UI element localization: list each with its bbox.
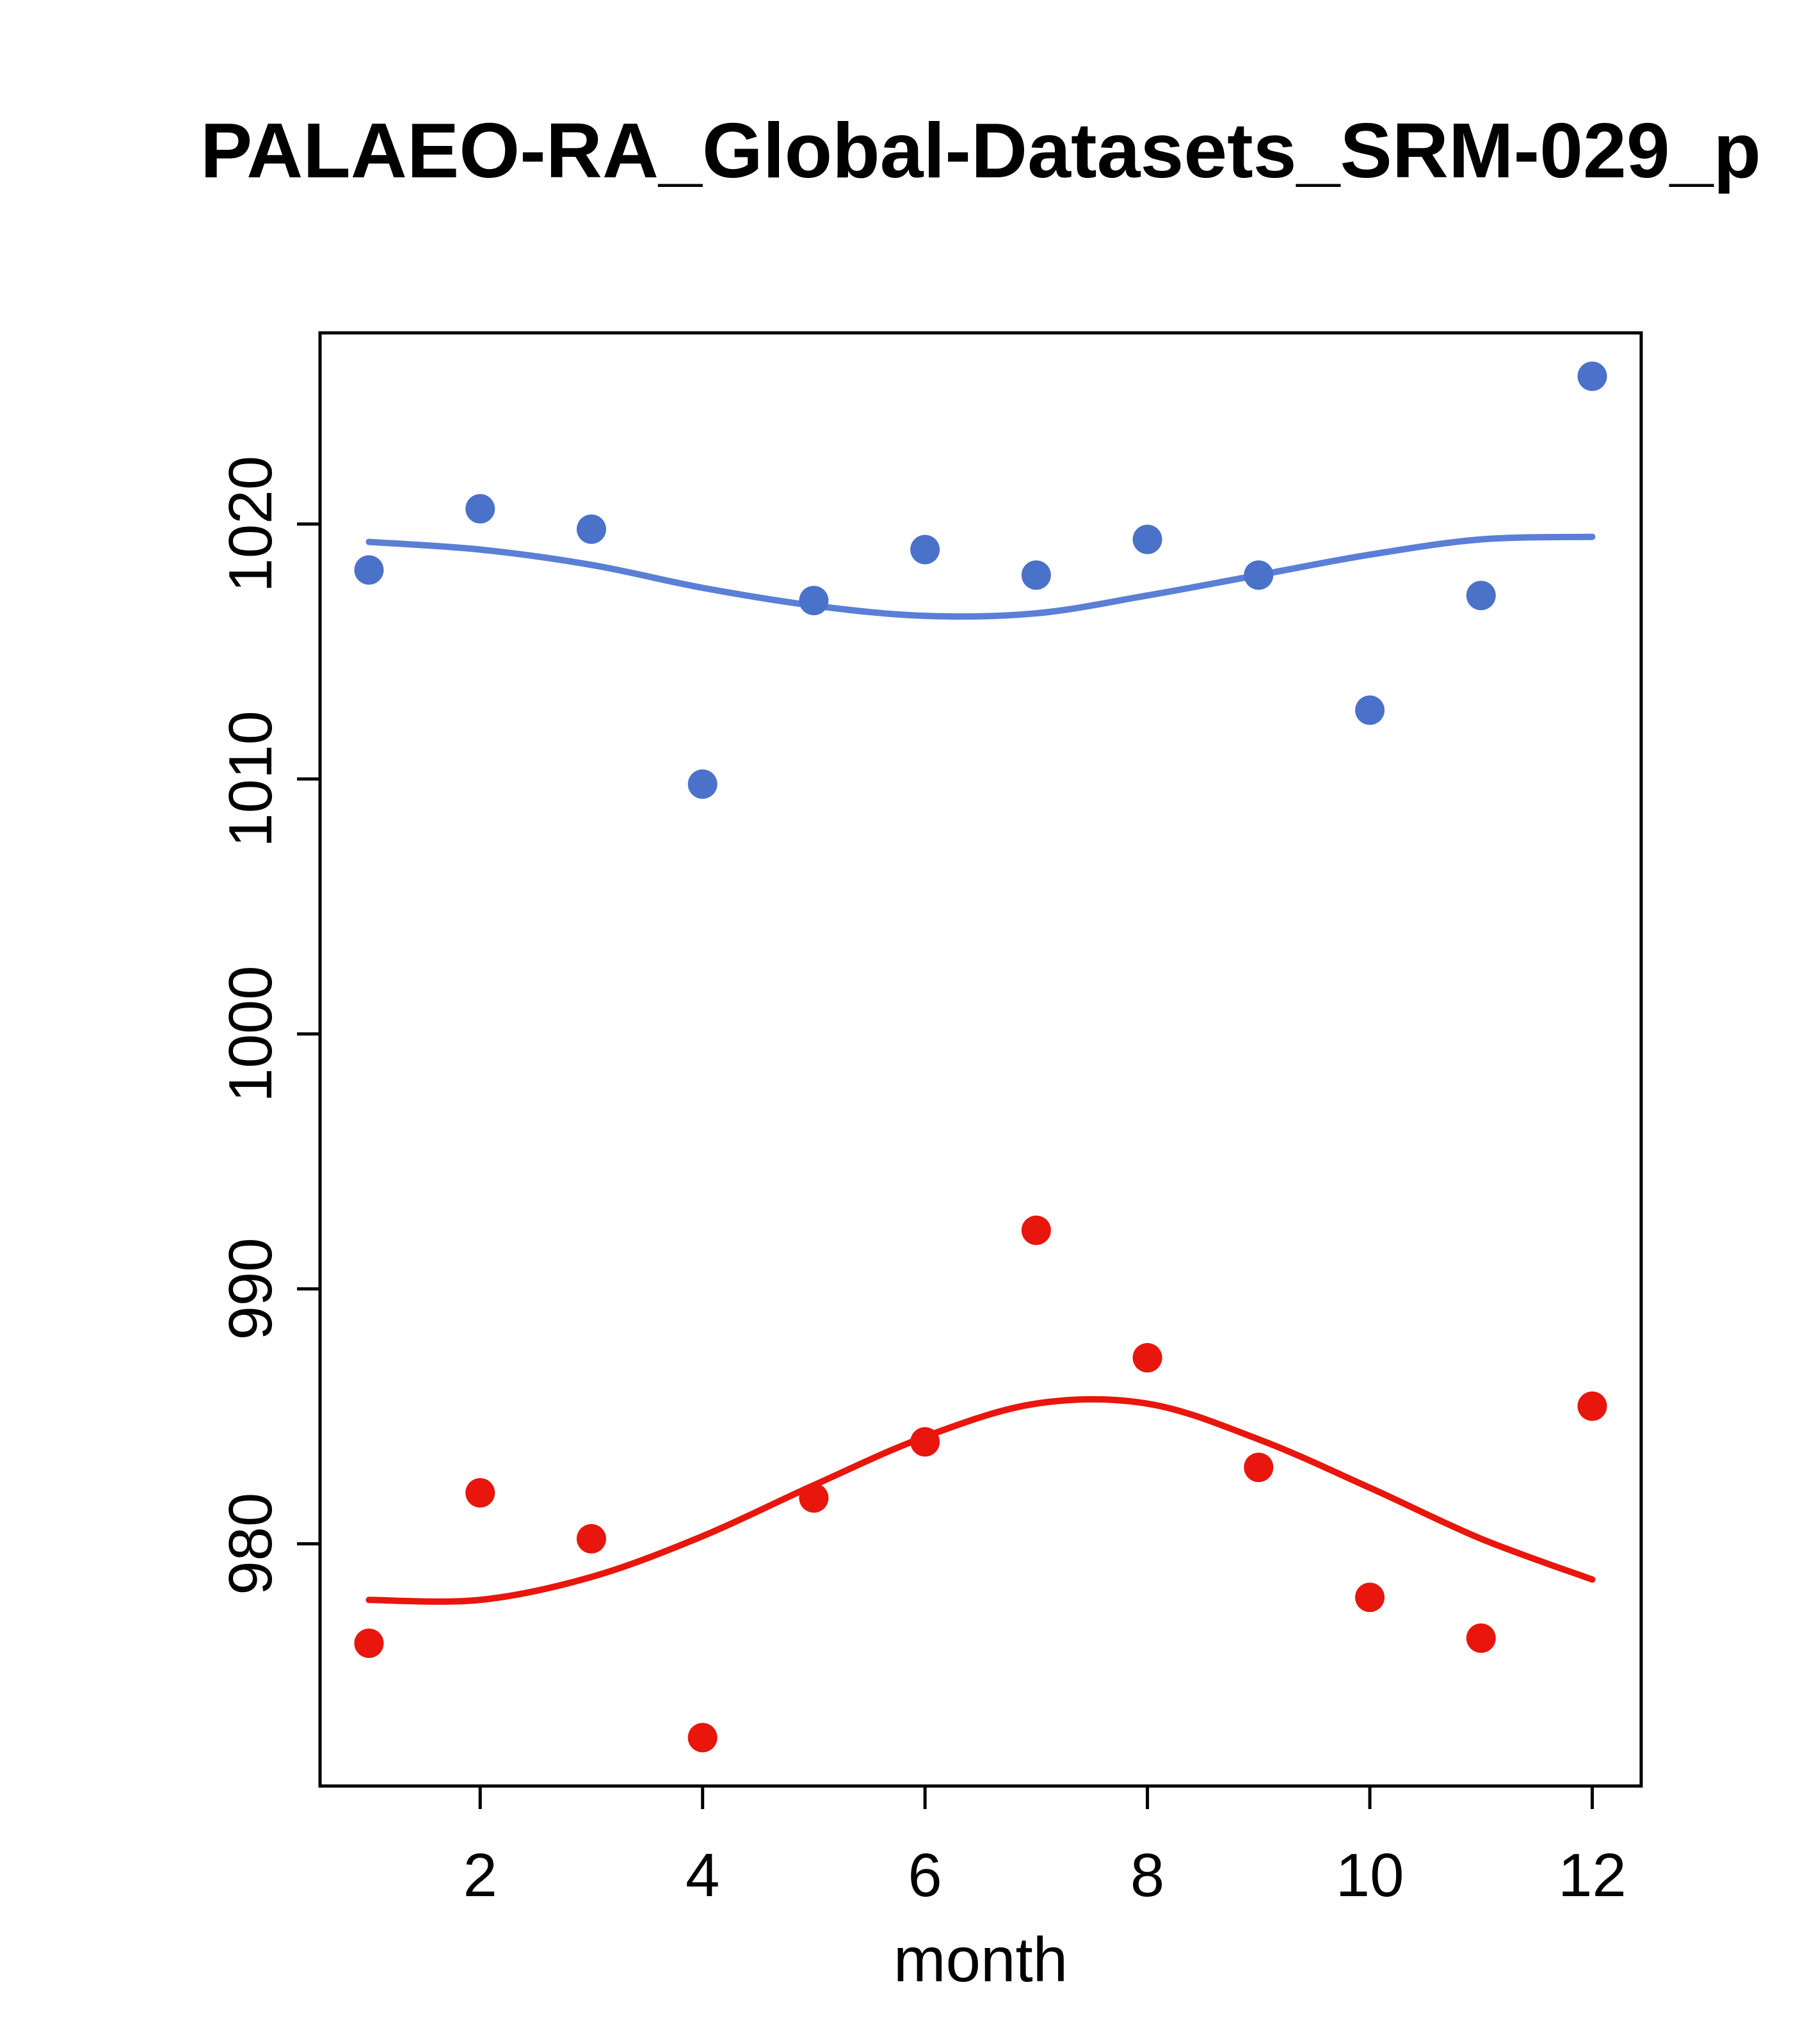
- upper-points-point: [910, 535, 940, 565]
- upper-points-point: [576, 514, 606, 544]
- upper-points-point: [1132, 524, 1162, 554]
- lower-points-point: [1244, 1453, 1274, 1483]
- x-tick-label: 4: [686, 1841, 719, 1910]
- lower-points-point: [1577, 1391, 1607, 1421]
- x-axis-label: month: [893, 1924, 1068, 1995]
- chart-title: PALAEO-RA_Global-Datasets_SRM-029_p: [200, 107, 1762, 194]
- y-tick-label: 1000: [216, 965, 285, 1102]
- y-tick-label: 990: [216, 1237, 285, 1340]
- x-tick-label: 6: [908, 1841, 942, 1910]
- lower-points-point: [1132, 1342, 1162, 1372]
- lower-points-point: [1466, 1623, 1496, 1654]
- lower-smooth-curve: [365, 1396, 1596, 1605]
- upper-points-point: [1355, 695, 1385, 725]
- upper-smooth-curve: [365, 533, 1596, 620]
- upper-points-point: [1244, 560, 1274, 590]
- y-tick-label: 1010: [216, 711, 285, 848]
- x-tick-label: 8: [1130, 1841, 1164, 1910]
- upper-points-point: [687, 769, 718, 799]
- upper-points-point: [799, 586, 829, 616]
- lower-points-point: [910, 1427, 940, 1457]
- x-tick-label: 2: [463, 1841, 497, 1910]
- upper-points-point: [465, 494, 495, 524]
- x-tick-label: 12: [1558, 1841, 1626, 1910]
- upper-points-point: [1021, 560, 1051, 590]
- lower-points-point: [576, 1524, 606, 1554]
- lower-points-point: [1021, 1215, 1051, 1245]
- upper-points-point: [1577, 361, 1607, 391]
- lower-points-point: [799, 1483, 829, 1513]
- upper-points-point: [1466, 581, 1496, 611]
- x-tick-label: 10: [1336, 1841, 1404, 1910]
- y-tick-label: 980: [216, 1493, 285, 1595]
- lower-points-point: [354, 1628, 384, 1658]
- plot-border: [318, 331, 1643, 1788]
- lower-points-point: [465, 1478, 495, 1508]
- upper-points-point: [354, 555, 384, 585]
- lower-points-point: [687, 1723, 718, 1753]
- y-tick-label: 1020: [216, 456, 285, 593]
- lower-points-point: [1355, 1582, 1385, 1613]
